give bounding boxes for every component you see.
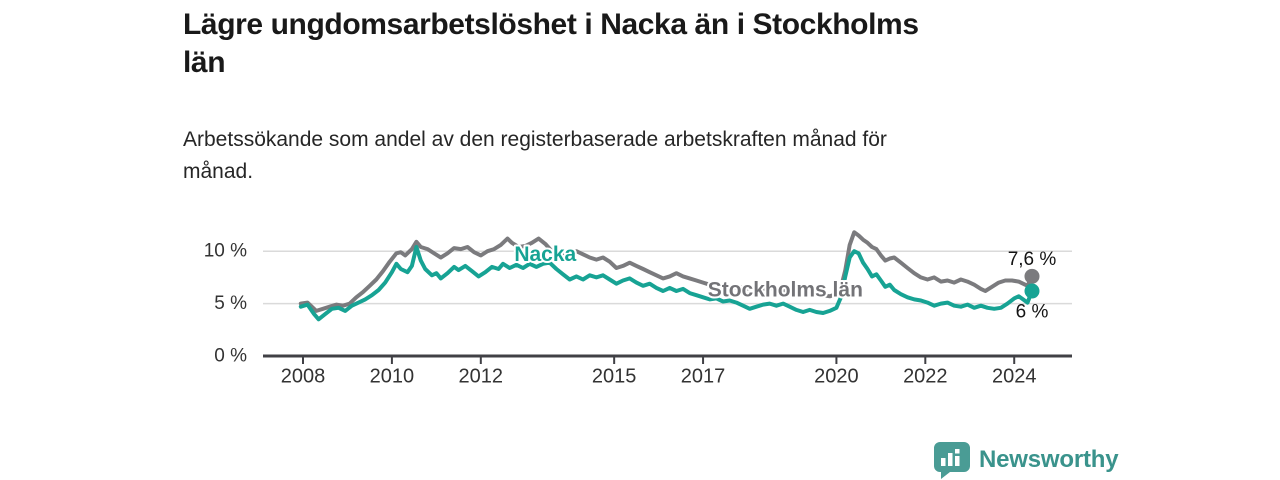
- x-tick-label-2008: 2008: [281, 366, 326, 388]
- series-end-label-nacka: 6 %: [1016, 302, 1049, 323]
- page-title-line-2: län: [183, 46, 226, 79]
- series-end-label-stockholms-l-n: 7,6 %: [1008, 249, 1057, 270]
- x-tick-label-2015: 2015: [592, 366, 637, 388]
- x-tick-label-2012: 2012: [459, 366, 504, 388]
- newsworthy-logo-icon: [934, 442, 970, 479]
- x-tick-label-2024: 2024: [992, 366, 1037, 388]
- series-name-label-nacka: Nacka: [514, 243, 576, 266]
- x-tick-label-2017: 2017: [681, 366, 726, 388]
- x-tick-label-2010: 2010: [370, 366, 415, 388]
- y-tick-label-5: 5 %: [214, 293, 247, 314]
- series-end-dot-nacka: [1024, 283, 1040, 299]
- series-name-label-stockholms-l-n: Stockholms län: [708, 278, 863, 301]
- y-tick-label-10: 10 %: [204, 241, 247, 262]
- page-subtitle: Arbetssökande som andel av den registerb…: [183, 124, 1063, 188]
- series-end-dot-stockholms-l-n: [1024, 268, 1040, 284]
- series-line-stockholms-l-n: [298, 230, 1034, 313]
- series-line-nacka: [298, 245, 1034, 322]
- brand-name: Newsworthy: [979, 446, 1119, 473]
- page-subtitle-line-2: månad.: [183, 160, 254, 183]
- brand-logo: Newsworthy: [932, 441, 1119, 479]
- page-subtitle-line-1: Arbetssökande som andel av den registerb…: [183, 128, 887, 151]
- page-title: Lägre ungdomsarbetslöshet i Nacka än i S…: [183, 6, 1143, 82]
- page-title-line-1: Lägre ungdomsarbetslöshet i Nacka än i S…: [183, 8, 919, 41]
- y-tick-label-0: 0 %: [214, 346, 247, 367]
- x-tick-label-2020: 2020: [814, 366, 859, 388]
- x-tick-label-2022: 2022: [903, 366, 948, 388]
